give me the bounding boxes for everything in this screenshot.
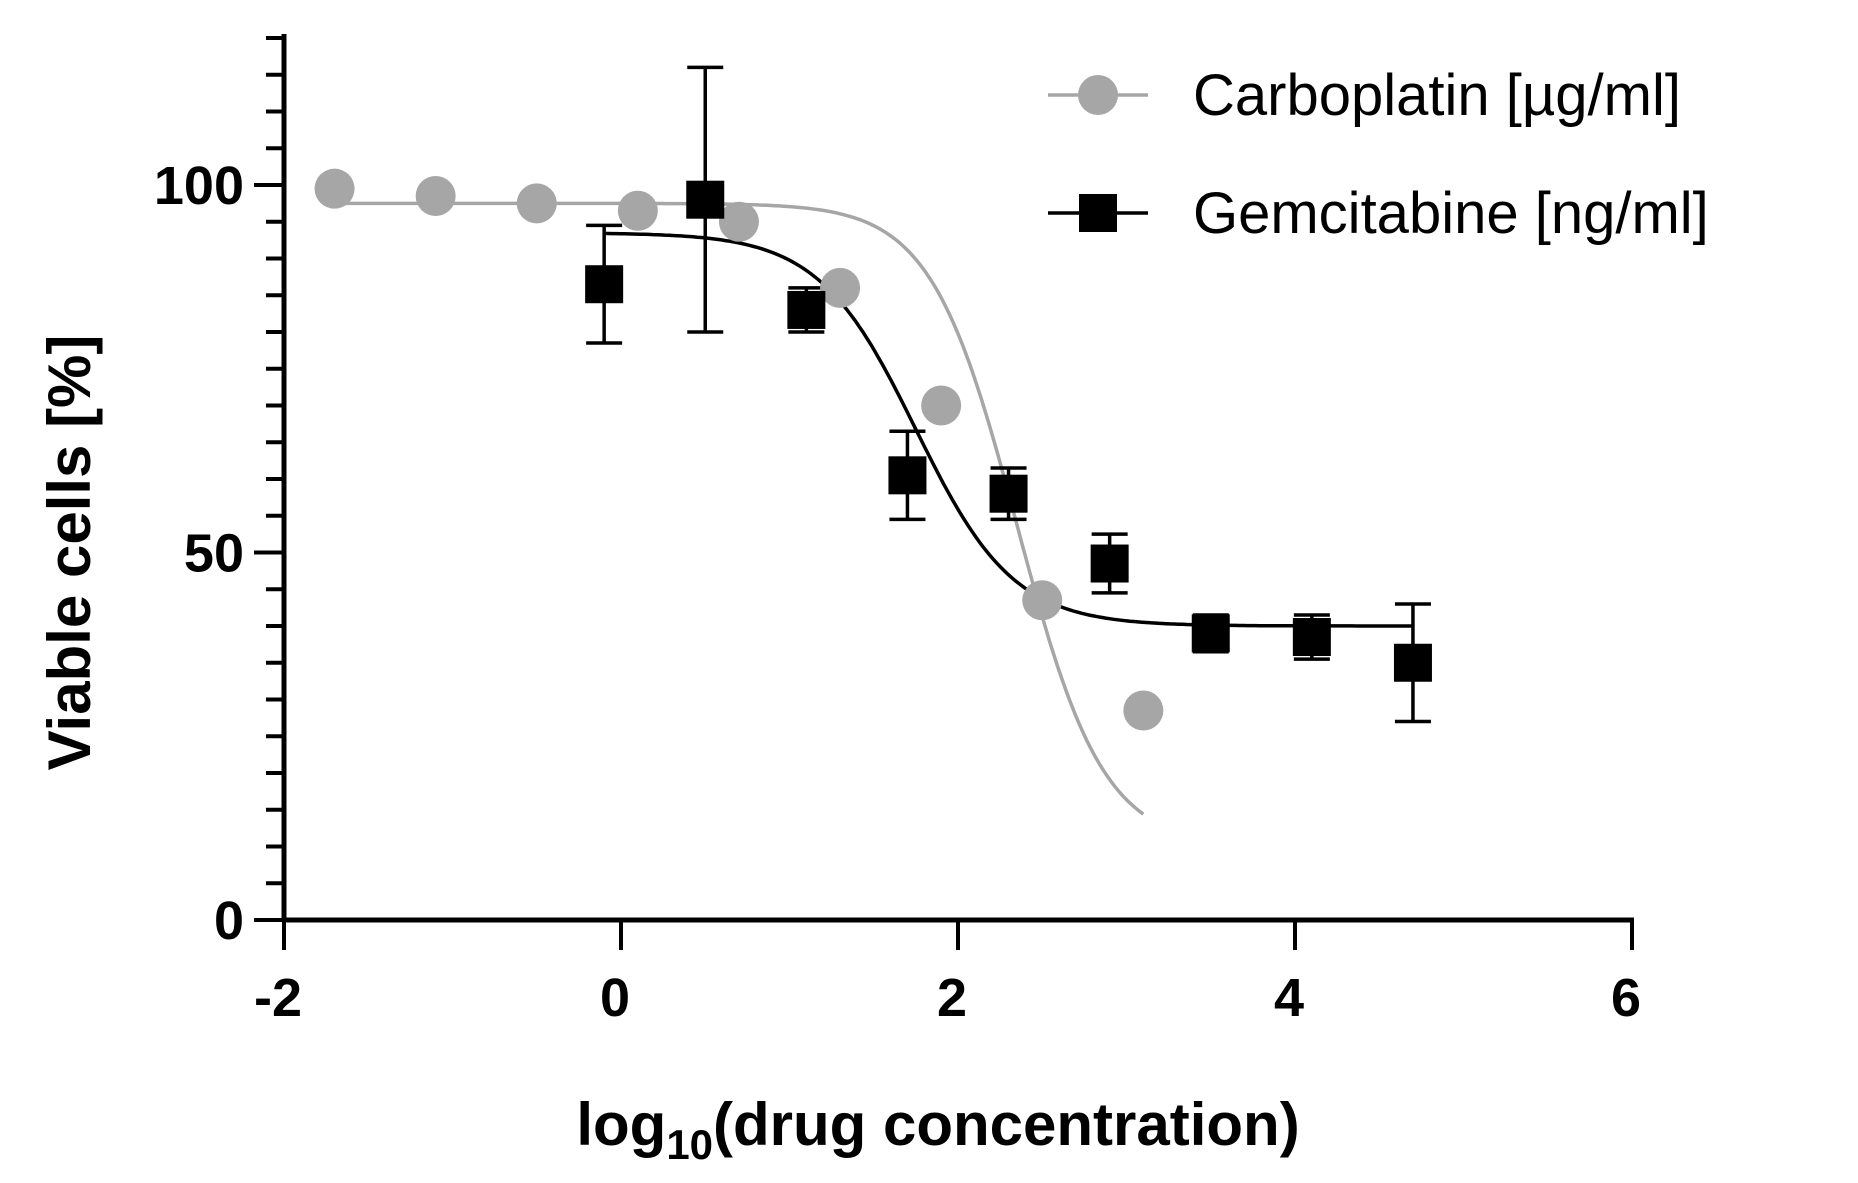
x-axis-title-subscript: 10 <box>666 1121 713 1168</box>
gemcitabine-point <box>1292 618 1331 657</box>
carboplatin-point <box>921 385 962 426</box>
legend-square-marker <box>1079 194 1117 232</box>
fit-curves <box>334 201 1413 816</box>
x-tick-label: 6 <box>1611 968 1641 1028</box>
y-axis-ticks: 0 50 100 <box>154 36 284 951</box>
x-tick-label: 2 <box>937 968 967 1028</box>
carboplatin-point <box>1022 580 1063 621</box>
carboplatin-point <box>314 168 355 209</box>
y-tick-label: 50 <box>184 524 244 584</box>
x-tick-label: 0 <box>600 968 630 1028</box>
gemcitabine-point <box>686 180 725 219</box>
x-tick-label: 4 <box>1274 968 1304 1028</box>
gemcitabine-point <box>1393 643 1432 682</box>
fit-curve <box>604 231 1413 628</box>
legend: Carboplatin [µg/ml] Gemcitabine [ng/ml] <box>1048 63 1709 246</box>
carboplatin-point <box>718 201 759 242</box>
data-markers <box>314 168 1432 731</box>
y-tick-label: 0 <box>214 891 244 951</box>
gemcitabine-point <box>1191 614 1230 653</box>
x-tick-label: -2 <box>254 968 302 1028</box>
gemcitabine-point <box>1090 544 1129 583</box>
legend-label: Carboplatin [µg/ml] <box>1193 63 1681 128</box>
y-axis-title: Viable cells [%] <box>36 335 103 771</box>
carboplatin-point <box>1123 690 1164 731</box>
x-axis-ticks: -2 0 2 4 6 <box>254 920 1641 1028</box>
x-axis-title: log10(drug concentration) <box>576 1091 1299 1168</box>
gemcitabine-point <box>989 474 1028 513</box>
gemcitabine-point <box>585 265 624 304</box>
gemcitabine-point <box>888 456 927 495</box>
legend-circle-marker <box>1078 75 1118 115</box>
carboplatin-point <box>617 190 658 231</box>
carboplatin-point <box>820 267 861 308</box>
y-tick-label: 100 <box>154 156 244 216</box>
legend-label: Gemcitabine [ng/ml] <box>1193 181 1709 246</box>
x-axis-title-base: log <box>576 1091 666 1158</box>
carboplatin-point <box>516 183 557 224</box>
carboplatin-point <box>415 176 456 217</box>
x-axis-title-rest: (drug concentration) <box>713 1091 1300 1158</box>
gemcitabine-point <box>787 290 826 329</box>
